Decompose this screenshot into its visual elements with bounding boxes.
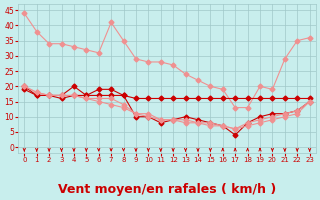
X-axis label: Vent moyen/en rafales ( km/h ): Vent moyen/en rafales ( km/h ) (58, 183, 276, 196)
